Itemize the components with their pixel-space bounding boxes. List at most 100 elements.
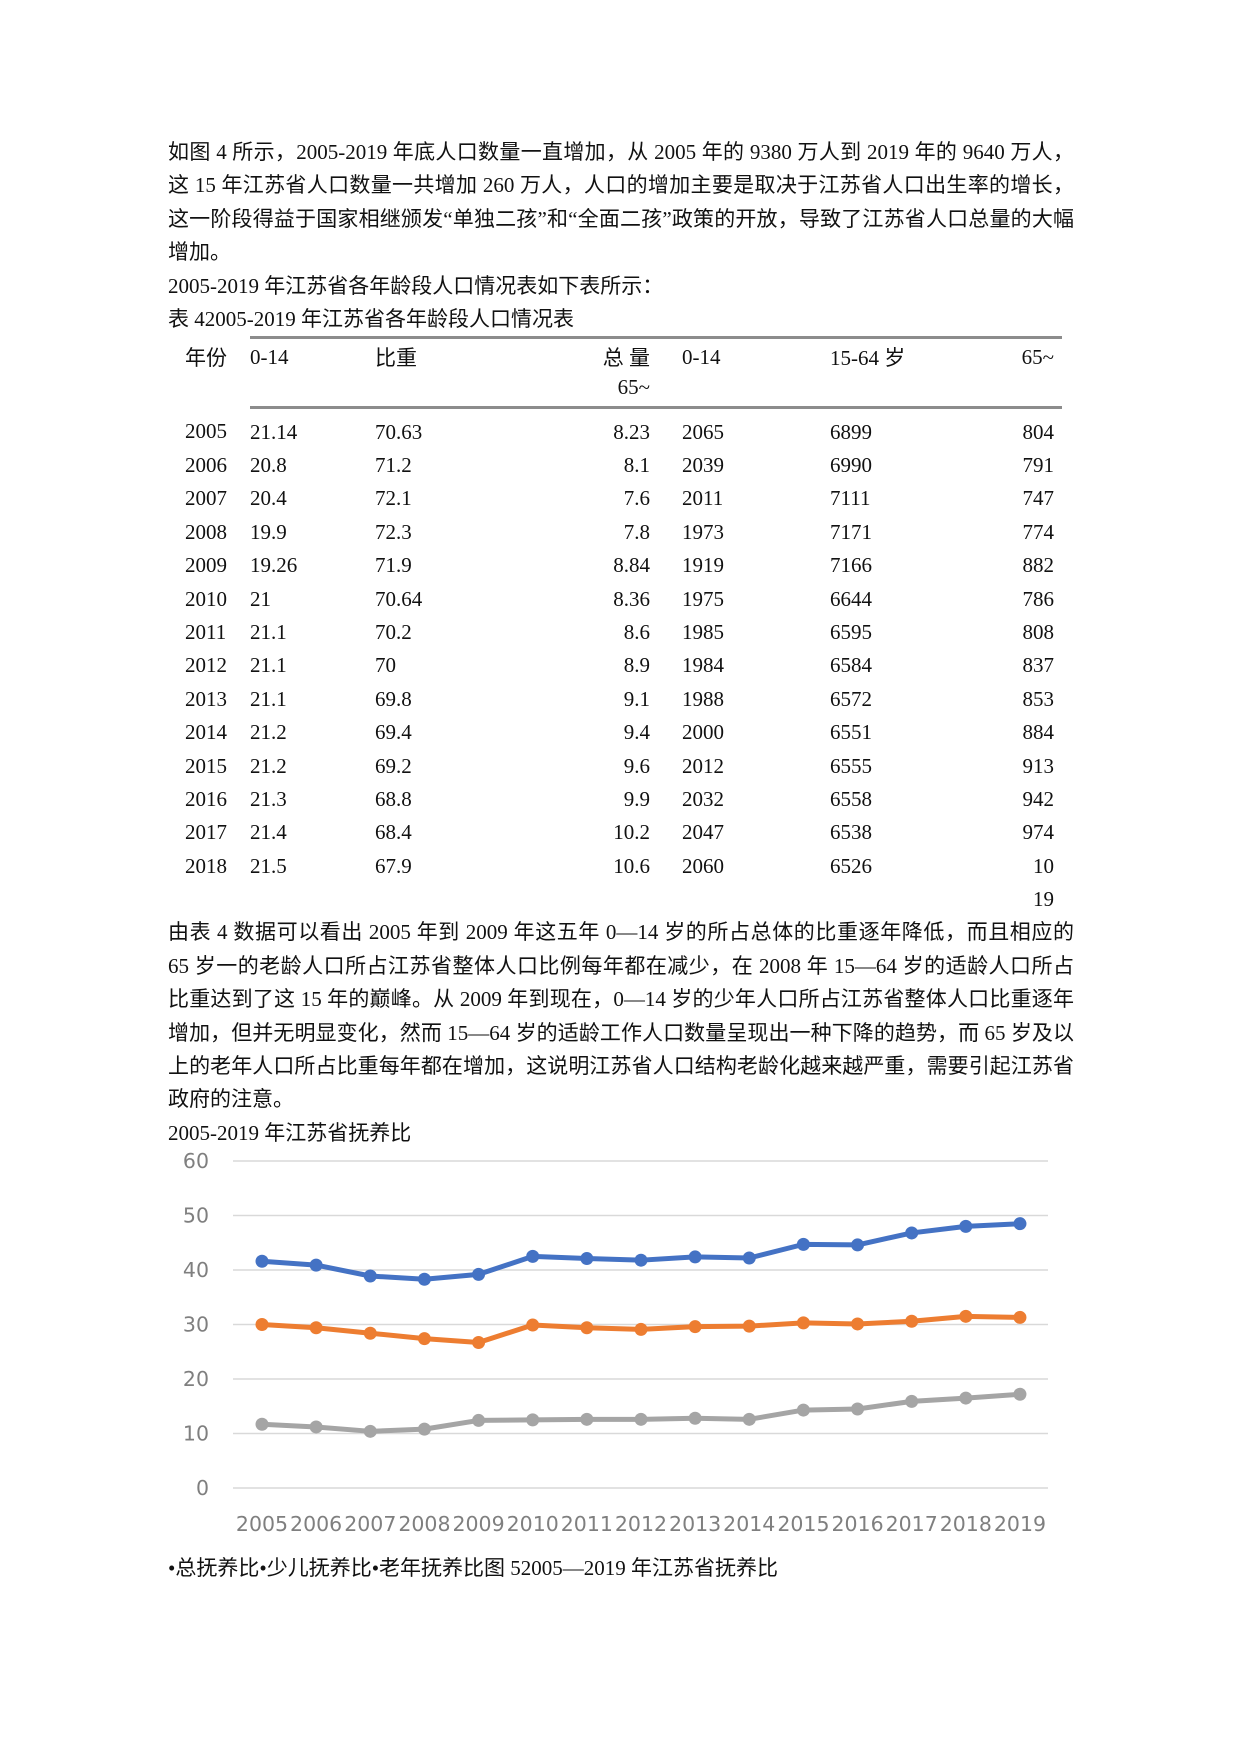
data-point-少儿抚养比	[363, 1326, 377, 1340]
table-cell: 2011	[185, 619, 227, 644]
table-cell: 6644	[830, 586, 872, 611]
y-axis-tick-label: 20	[183, 1367, 209, 1391]
table-row: 2009 19.26 71.9 8.84 1919 7166 882	[168, 549, 1062, 582]
data-point-少儿抚养比	[634, 1323, 648, 1337]
table-cell: 7166	[830, 553, 872, 578]
table-cell: 2065	[682, 419, 724, 444]
table-cell	[168, 883, 250, 916]
table-cell: 1985	[682, 619, 724, 644]
data-point-少儿抚养比	[472, 1336, 486, 1350]
table-cell: 8.36	[613, 586, 650, 611]
table-cell: 2012	[682, 753, 724, 778]
x-axis-tick-label: 2019	[994, 1512, 1046, 1536]
table-cell: 7.8	[623, 519, 650, 544]
table-row: 2018 21.5 67.9 10.6 2060 6526 10	[168, 850, 1062, 883]
table-cell: 9.1	[623, 686, 650, 711]
y-axis-tick-label: 30	[183, 1313, 209, 1337]
table-cell: 791	[1022, 453, 1055, 478]
col-header-total: 总 量	[560, 336, 650, 376]
table-cell: 2000	[682, 720, 724, 745]
table-header-row: 年份 0-14 比重 总 量 0-14 15-64 岁 65~	[168, 336, 1062, 376]
table-cell: 2017	[185, 820, 227, 845]
data-point-总抚养比	[417, 1272, 431, 1286]
table-cell: 774	[1022, 519, 1055, 544]
table-cell: 21.1	[250, 619, 287, 644]
table-cell: 2016	[185, 786, 227, 811]
population-table-wrapper: 年份 0-14 比重 总 量 0-14 15-64 岁 65~ 65~	[168, 336, 1062, 916]
y-axis-tick-label: 10	[183, 1422, 209, 1446]
table-cell: 71.9	[375, 553, 412, 578]
table-cell: 2006	[185, 453, 227, 478]
table-cell: 21.1	[250, 686, 287, 711]
table-cell: 853	[1022, 686, 1055, 711]
table-row: 2016 21.3 68.8 9.9 2032 6558 942	[168, 783, 1062, 816]
table-row: 2015 21.2 69.2 9.6 2012 6555 913	[168, 749, 1062, 782]
table-cell: 70.64	[375, 586, 423, 611]
table-cell: 2008	[185, 519, 227, 544]
table-cell: 786	[1022, 586, 1055, 611]
table-cell: 1988	[682, 686, 724, 711]
table-cell: 2018	[185, 853, 227, 878]
chart-caption: •总抚养比•少儿抚养比•老年抚养比图 52005—2019 年江苏省抚养比	[168, 1556, 779, 1581]
data-point-少儿抚养比	[796, 1316, 810, 1330]
data-point-总抚养比	[905, 1226, 919, 1240]
table-cell: 21.2	[250, 753, 287, 778]
table-intro-line: 2005-2019 年江苏省各年龄段人口情况表如下表所示：	[168, 273, 664, 298]
data-point-少儿抚养比	[905, 1314, 919, 1328]
table-cell: 68.4	[375, 820, 412, 845]
x-axis-tick-label: 2012	[615, 1512, 667, 1536]
table-cell: 6572	[830, 686, 872, 711]
table-cell	[560, 883, 650, 916]
data-point-老年抚养比	[255, 1417, 269, 1431]
table-cell: 1975	[682, 586, 724, 611]
data-point-总抚养比	[688, 1250, 702, 1264]
data-point-总抚养比	[634, 1253, 648, 1267]
table-cell: 6584	[830, 653, 872, 678]
data-point-少儿抚养比	[309, 1321, 323, 1335]
table-cell: 7.6	[623, 486, 650, 511]
table-cell: 9.6	[623, 753, 650, 778]
data-point-老年抚养比	[363, 1424, 377, 1438]
data-point-总抚养比	[526, 1250, 540, 1264]
table-cell: 1973	[682, 519, 724, 544]
data-point-老年抚养比	[309, 1420, 323, 1434]
data-point-总抚养比	[959, 1220, 973, 1234]
table-cell: 19	[1033, 887, 1054, 912]
table-cell: 7171	[830, 519, 872, 544]
data-point-总抚养比	[796, 1238, 810, 1252]
table-cell	[375, 883, 560, 916]
table-cell: 8.6	[623, 619, 650, 644]
table-row: 2005 21.14 70.63 8.23 2065 6899 804	[168, 408, 1062, 449]
x-axis-tick-label: 2013	[669, 1512, 721, 1536]
table-cell: 21.14	[250, 419, 298, 444]
x-axis-tick-label: 2007	[344, 1512, 396, 1536]
col-header-15-64: 15-64 岁	[790, 336, 960, 376]
table-cell: 10.2	[613, 820, 650, 845]
paragraph-population-growth: 如图 4 所示，2005-2019 年底人口数量一直增加，从 2005 年的 9…	[168, 140, 1074, 265]
x-axis-tick-label: 2010	[507, 1512, 559, 1536]
table-body: 2005 21.14 70.63 8.23 2065 6899 804 2006 20.8 71.…	[168, 408, 1062, 916]
table-cell: 6990	[830, 453, 872, 478]
table-cell: 7111	[830, 486, 871, 511]
col-header-0-14: 0-14	[250, 336, 375, 376]
table-cell: 10	[1033, 853, 1054, 878]
table-cell: 21.3	[250, 786, 287, 811]
table-cell: 9.9	[623, 786, 650, 811]
data-point-少儿抚养比	[1013, 1311, 1027, 1325]
table-cell: 837	[1022, 653, 1055, 678]
table-cell: 6526	[830, 853, 872, 878]
data-point-少儿抚养比	[255, 1318, 269, 1332]
table-cell: 1919	[682, 553, 724, 578]
y-axis-tick-label: 0	[196, 1476, 209, 1500]
table-cell: 70.2	[375, 619, 412, 644]
data-point-老年抚养比	[417, 1422, 431, 1436]
table-cell: 6555	[830, 753, 872, 778]
table-cell: 71.2	[375, 453, 412, 478]
x-axis-tick-label: 2008	[398, 1512, 450, 1536]
data-point-老年抚养比	[580, 1412, 594, 1426]
data-point-老年抚养比	[1013, 1387, 1027, 1401]
table-cell: 21	[250, 586, 271, 611]
x-axis-tick-label: 2016	[831, 1512, 883, 1536]
table-cell: 882	[1022, 553, 1055, 578]
data-point-总抚养比	[472, 1268, 486, 1282]
